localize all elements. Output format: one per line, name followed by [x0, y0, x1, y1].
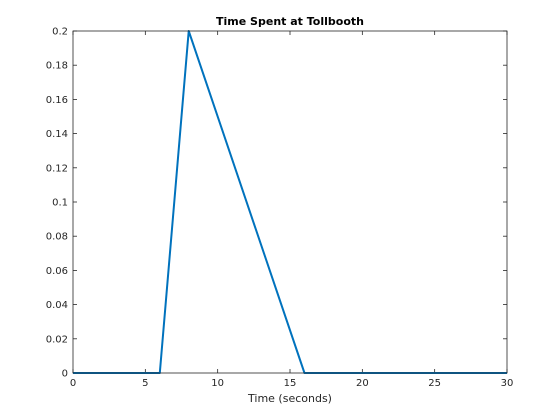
y-tick-label: 0.1 — [52, 198, 68, 209]
y-tick-label: 0.18 — [46, 61, 68, 72]
y-tick-label: 0.14 — [46, 129, 68, 140]
y-tick-label: 0.02 — [46, 334, 68, 345]
x-tick-label: 20 — [356, 378, 369, 389]
x-axis-label: Time (seconds) — [247, 392, 332, 405]
plot-area — [73, 31, 507, 373]
y-tick-label: 0 — [62, 369, 68, 380]
y-tick-label: 0.06 — [46, 266, 68, 277]
x-tick-label: 0 — [70, 378, 76, 389]
ticks-layer: 0 5 10 15 20 25 30 0 0.02 0.04 0.06 0.08 0.1 0.12 0.14… — [46, 27, 514, 390]
x-tick-label: 30 — [501, 378, 514, 389]
y-tick-label: 0.12 — [46, 163, 68, 174]
y-tick-label: 0.04 — [46, 300, 68, 311]
x-tick-label: 5 — [142, 378, 148, 389]
y-tick-label: 0.16 — [46, 95, 68, 106]
x-tick-label: 10 — [211, 378, 224, 389]
chart-title: Time Spent at Tollbooth — [216, 15, 364, 28]
x-tick-label: 25 — [428, 378, 441, 389]
x-tick-label: 15 — [284, 378, 297, 389]
axes-box — [72, 30, 508, 374]
y-tick-label: 0.08 — [46, 232, 68, 243]
y-tick-label: 0.2 — [52, 27, 68, 38]
